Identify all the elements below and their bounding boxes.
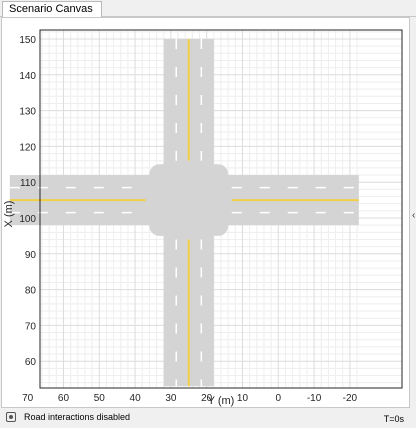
- road-interaction-icon[interactable]: [6, 412, 16, 422]
- road-network[interactable]: [9, 39, 359, 387]
- y-tick-label: 130: [19, 107, 36, 118]
- y-tick-label: 90: [25, 250, 37, 261]
- simulation-time: T=0s: [383, 414, 404, 424]
- status-text: Road interactions disabled: [24, 412, 131, 422]
- x-tick-label: 60: [58, 393, 70, 404]
- x-tick-label: 10: [237, 393, 249, 404]
- y-tick-label: 70: [25, 321, 37, 332]
- y-tick-labels: 150 140 130 120 110 100 90 80 70 60: [19, 35, 36, 368]
- intersection[interactable]: [149, 164, 229, 236]
- y-tick-label: 150: [19, 35, 36, 46]
- x-tick-label: 0: [275, 393, 281, 404]
- x-tick-label: -10: [307, 393, 322, 404]
- status-bar: Road interactions disabled T=0s: [0, 408, 416, 428]
- tab-bar: Scenario Canvas: [0, 0, 416, 17]
- axes-box: [39, 29, 403, 389]
- x-tick-label: 70: [22, 393, 34, 404]
- y-axis-label: X (m): [3, 201, 15, 228]
- x-tick-label: 30: [165, 393, 177, 404]
- y-tick-label: 140: [19, 71, 36, 82]
- y-tick-label: 120: [19, 142, 36, 153]
- y-tick-label: 100: [19, 214, 36, 225]
- y-tick-label: 110: [20, 178, 36, 189]
- x-tick-labels: 70 60 50 40 30 20 10 0 -10 -20: [22, 393, 357, 404]
- x-axis-label: Y (m): [208, 395, 235, 407]
- tab-scenario-canvas[interactable]: Scenario Canvas: [2, 1, 102, 17]
- y-tick-label: 80: [25, 286, 37, 297]
- lane-markings: [9, 39, 359, 387]
- x-tick-label: 20: [201, 393, 213, 404]
- y-tick-label: 60: [25, 357, 37, 368]
- x-tick-label: 50: [94, 393, 106, 404]
- x-tick-label: 40: [130, 393, 142, 404]
- x-tick-label: -20: [343, 393, 358, 404]
- scenario-plot[interactable]: 70 60 50 40 30 20 10 0 -10 -20 150140130120110100…: [0, 0, 416, 408]
- panel-resize-handle[interactable]: ‹: [412, 210, 416, 221]
